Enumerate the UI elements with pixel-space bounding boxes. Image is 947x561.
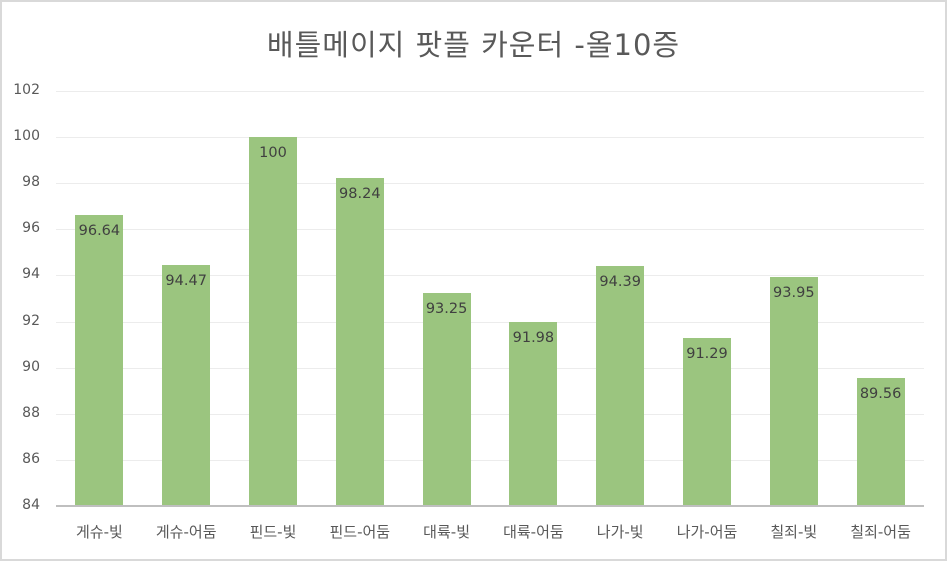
bar-value-label: 89.56: [859, 385, 902, 402]
gridline: [56, 459, 924, 461]
bar: 89.56: [856, 377, 905, 506]
bar-value-label: 91.98: [512, 330, 555, 347]
bar: 93.25: [422, 292, 471, 506]
bar: 91.98: [509, 322, 558, 506]
gridline: [56, 413, 924, 415]
x-tick-label: 대륙-어둠: [503, 523, 564, 541]
y-tick-label: 102: [13, 82, 40, 98]
x-tick-label: 게슈-빛: [75, 523, 123, 541]
y-tick-label: 86: [22, 450, 40, 467]
bar: 100: [249, 137, 297, 506]
y-tick-label: 84: [22, 497, 40, 513]
gridline: [56, 91, 924, 92]
x-tick-label: 나가-빛: [596, 523, 644, 541]
bar-value-label: 93.25: [425, 300, 468, 317]
y-tick-label: 90: [22, 358, 40, 375]
bar-value-label: 94.39: [599, 274, 641, 291]
bar-value-label: 96.64: [78, 222, 121, 239]
bar-value-label: 93.95: [773, 284, 815, 301]
gridline: [56, 367, 924, 369]
x-tick-label: 게슈-어둠: [155, 523, 217, 541]
bar: 94.39: [596, 266, 645, 506]
gridline: [56, 275, 924, 277]
gridline: [56, 321, 924, 323]
x-tick-label: 칠죄-어둠: [850, 523, 911, 541]
x-tick-label: 나가-어둠: [676, 523, 738, 541]
x-axis-line: [56, 505, 924, 507]
bar-value-label: 100: [259, 145, 287, 162]
y-tick-label: 92: [22, 312, 40, 329]
bar: 94.47: [162, 264, 211, 506]
y-tick-label: 94: [22, 266, 40, 283]
y-tick-label: 88: [22, 404, 40, 421]
bar: 96.64: [75, 214, 124, 506]
bar-value-label: 91.29: [686, 345, 728, 362]
y-tick-label: 100: [13, 128, 40, 145]
x-tick-label: 핀드-빛: [249, 523, 297, 541]
bar-value-label: 94.47: [165, 272, 207, 289]
x-tick-label: 대륙-빛: [423, 523, 471, 541]
y-tick-label: 96: [22, 220, 40, 237]
y-tick-label: 98: [22, 174, 40, 191]
gridline: [56, 229, 924, 231]
gridline: [56, 183, 924, 185]
bar-value-label: 98.24: [339, 185, 381, 202]
chart-title: 배틀메이지 팟플 카운터 -올10증: [266, 28, 681, 62]
bar: 93.95: [769, 276, 818, 506]
x-tick-label: 핀드-어둠: [329, 523, 391, 541]
bar: 91.29: [683, 337, 731, 506]
plot-area: 96.64 94.47 100 98.24 93.25 91.98 94.39 91.29 93…: [56, 91, 924, 507]
x-tick-label: 칠죄-빛: [770, 523, 818, 541]
gridline: [56, 137, 924, 139]
bar: 98.24: [335, 177, 384, 506]
